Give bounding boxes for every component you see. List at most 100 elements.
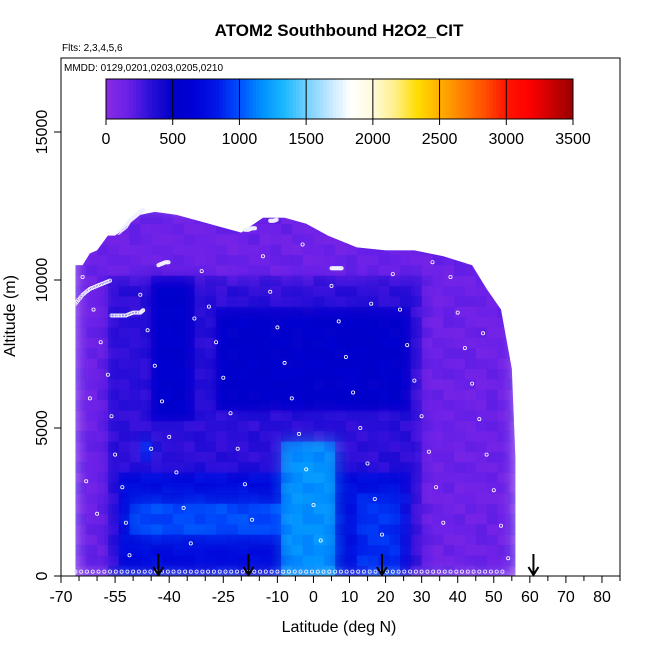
heatmap-tile (508, 317, 516, 328)
heatmap-tile (259, 472, 271, 484)
heatmap-tile (75, 462, 87, 473)
heatmap-tile (270, 348, 282, 359)
heatmap-tile (313, 472, 325, 484)
heatmap-tile (454, 555, 466, 566)
heatmap-tile (183, 211, 195, 214)
heatmap-tile (140, 368, 152, 380)
heatmap-tile (443, 503, 455, 515)
heatmap-tile (140, 399, 152, 411)
heatmap-tile (356, 513, 368, 525)
heatmap-tile (118, 244, 130, 256)
heatmap-tile (194, 223, 206, 235)
colorbar-swatch (276, 79, 280, 119)
heatmap-tile (129, 337, 141, 349)
heatmap-tile (475, 565, 487, 576)
heatmap-tile (161, 285, 174, 297)
heatmap-tile (389, 211, 401, 214)
colorbar-swatch (442, 79, 447, 119)
heatmap-tile (389, 379, 401, 390)
heatmap-tile (205, 317, 217, 328)
heatmap-tile (475, 379, 487, 390)
heatmap-tile (280, 399, 293, 411)
heatmap-tile (389, 555, 401, 566)
heatmap-tile (367, 234, 379, 245)
heatmap-tile (443, 358, 455, 370)
heatmap-tile (270, 254, 282, 266)
heatmap-tile (378, 534, 390, 546)
heatmap-tile (432, 254, 444, 266)
heatmap-tile (140, 254, 152, 266)
heatmap-tile (421, 379, 433, 390)
heatmap-tile (129, 285, 141, 297)
heatmap-tile (464, 306, 477, 318)
track-point (240, 569, 245, 574)
colorbar-swatch (196, 79, 200, 119)
heatmap-tile (454, 306, 466, 318)
heatmap-tile (497, 544, 509, 556)
heatmap-tile (302, 285, 314, 297)
heatmap-tile (486, 244, 498, 256)
scatter-point (188, 541, 193, 546)
track-point (373, 569, 378, 574)
heatmap-tile (324, 399, 336, 411)
heatmap-tile (248, 296, 260, 307)
heatmap-tile (497, 410, 509, 421)
heatmap-tile (443, 213, 455, 225)
heatmap-tile (335, 420, 347, 432)
heatmap-tile (86, 213, 98, 225)
heatmap-tile (432, 441, 444, 452)
heatmap-tile (508, 348, 516, 359)
heatmap-tile (151, 410, 163, 421)
heatmap-tile (432, 223, 444, 235)
heatmap-tile (356, 555, 368, 566)
heatmap-tile (464, 493, 477, 504)
heatmap-tile (226, 410, 239, 421)
heatmap-tile (356, 493, 368, 504)
heatmap-tile (129, 462, 141, 473)
heatmap-tile (118, 296, 130, 307)
heatmap-tile (454, 451, 466, 463)
heatmap-tile (183, 379, 195, 390)
heatmap-tile (86, 211, 98, 214)
heatmap-tile (107, 555, 120, 566)
scatter-point (120, 485, 125, 490)
heatmap-tile (345, 534, 358, 546)
heatmap-tile (367, 379, 379, 390)
heatmap-tile (205, 482, 217, 494)
heatmap-tile (475, 254, 487, 266)
heatmap-tile (161, 275, 174, 287)
heatmap-tile (454, 348, 466, 359)
track-point (275, 569, 280, 574)
heatmap-tile (161, 244, 174, 256)
colorbar-swatch (262, 79, 267, 119)
heatmap-tile (129, 244, 141, 256)
colorbar-swatch (109, 79, 114, 119)
heatmap-tile (237, 379, 249, 390)
heatmap-tile (226, 306, 239, 318)
heatmap-tile (237, 451, 249, 463)
heatmap-tile (151, 254, 163, 266)
colorbar-swatch (302, 79, 307, 119)
heatmap-tile (400, 296, 412, 307)
heatmap-tile (378, 451, 390, 463)
heatmap-tile (172, 327, 184, 339)
heatmap-tile (378, 223, 390, 235)
heatmap-tile (345, 213, 358, 225)
heatmap-tile (497, 451, 509, 463)
heatmap-tile (226, 524, 239, 535)
heatmap-tile (259, 317, 271, 328)
heatmap-tile (497, 565, 509, 576)
track-point (442, 569, 447, 574)
heatmap-tile (97, 410, 109, 421)
heatmap-tile (345, 317, 358, 328)
track-point (269, 569, 274, 574)
heatmap-tile (400, 503, 412, 515)
scatter-point (329, 283, 334, 288)
heatmap-tile (216, 306, 228, 318)
heatmap-tile (335, 223, 347, 235)
heatmap-tile (421, 410, 433, 421)
scatter-point (397, 307, 402, 312)
heatmap-tile (205, 399, 217, 411)
heatmap-tile (324, 410, 336, 421)
heatmap-tile (486, 223, 498, 235)
